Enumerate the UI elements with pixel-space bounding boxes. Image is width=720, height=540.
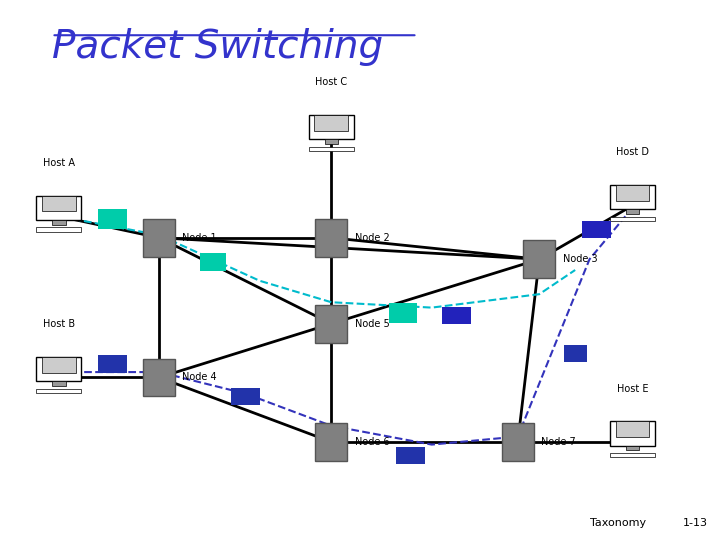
Text: Taxonomy: Taxonomy bbox=[590, 518, 646, 528]
FancyBboxPatch shape bbox=[582, 221, 611, 238]
FancyBboxPatch shape bbox=[610, 421, 655, 445]
Text: Packet Switching: Packet Switching bbox=[52, 28, 383, 66]
Text: Node 4: Node 4 bbox=[182, 373, 217, 382]
FancyBboxPatch shape bbox=[52, 381, 66, 386]
FancyBboxPatch shape bbox=[200, 253, 225, 271]
FancyBboxPatch shape bbox=[564, 345, 587, 362]
FancyBboxPatch shape bbox=[36, 389, 81, 393]
Text: Host E: Host E bbox=[617, 383, 648, 394]
FancyBboxPatch shape bbox=[143, 219, 175, 256]
FancyBboxPatch shape bbox=[315, 305, 348, 342]
FancyBboxPatch shape bbox=[610, 185, 655, 209]
FancyBboxPatch shape bbox=[231, 388, 260, 405]
FancyBboxPatch shape bbox=[42, 357, 76, 373]
FancyBboxPatch shape bbox=[36, 195, 81, 220]
FancyBboxPatch shape bbox=[616, 185, 649, 201]
Text: 1-13: 1-13 bbox=[683, 518, 708, 528]
FancyBboxPatch shape bbox=[36, 227, 81, 232]
Text: Host D: Host D bbox=[616, 147, 649, 157]
FancyBboxPatch shape bbox=[98, 355, 127, 373]
FancyBboxPatch shape bbox=[315, 115, 348, 131]
Text: Node 7: Node 7 bbox=[541, 437, 576, 447]
Text: Node 6: Node 6 bbox=[355, 437, 390, 447]
FancyBboxPatch shape bbox=[523, 240, 555, 278]
FancyBboxPatch shape bbox=[42, 195, 76, 212]
FancyBboxPatch shape bbox=[143, 359, 175, 396]
FancyBboxPatch shape bbox=[502, 423, 534, 461]
Text: Node 3: Node 3 bbox=[562, 254, 598, 264]
FancyBboxPatch shape bbox=[610, 217, 655, 221]
FancyBboxPatch shape bbox=[98, 209, 127, 229]
FancyBboxPatch shape bbox=[396, 447, 425, 464]
Text: Node 1: Node 1 bbox=[182, 233, 217, 243]
FancyBboxPatch shape bbox=[52, 220, 66, 225]
FancyBboxPatch shape bbox=[626, 446, 639, 450]
Text: Node 5: Node 5 bbox=[355, 319, 390, 329]
Text: Host B: Host B bbox=[42, 319, 75, 329]
FancyBboxPatch shape bbox=[626, 209, 639, 214]
FancyBboxPatch shape bbox=[36, 357, 81, 381]
FancyBboxPatch shape bbox=[610, 453, 655, 457]
FancyBboxPatch shape bbox=[443, 307, 471, 324]
Text: Node 2: Node 2 bbox=[355, 233, 390, 243]
FancyBboxPatch shape bbox=[389, 303, 418, 323]
Text: Host A: Host A bbox=[42, 158, 75, 168]
FancyBboxPatch shape bbox=[315, 219, 348, 256]
FancyBboxPatch shape bbox=[315, 423, 348, 461]
Text: Host C: Host C bbox=[315, 77, 347, 87]
FancyBboxPatch shape bbox=[325, 139, 338, 144]
FancyBboxPatch shape bbox=[309, 147, 354, 151]
FancyBboxPatch shape bbox=[616, 421, 649, 437]
FancyBboxPatch shape bbox=[309, 115, 354, 139]
